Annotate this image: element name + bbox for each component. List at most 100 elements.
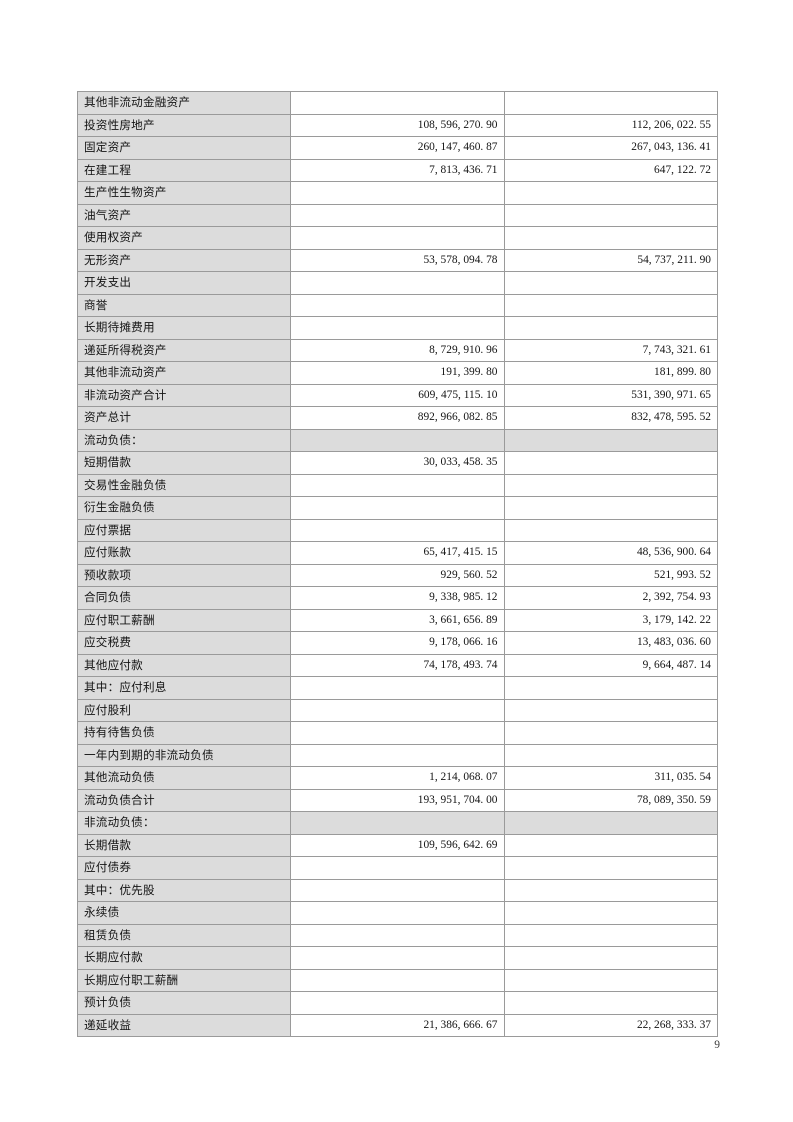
row-label-cell: 应付账款	[77, 541, 291, 565]
row-value-prior-period	[503, 271, 718, 295]
row-label-cell: 应交税费	[77, 631, 291, 655]
row-label-cell: 递延收益	[77, 1013, 291, 1037]
table-row: 其他非流动金融资产	[77, 91, 718, 115]
table-row: 长期应付款	[77, 946, 718, 970]
row-value-current-period: 9, 338, 985. 12	[290, 586, 505, 610]
row-value-current-period	[290, 743, 505, 767]
row-value-prior-period	[503, 293, 718, 317]
row-label-cell: 其他应付款	[77, 653, 291, 677]
row-label-cell: 应付股利	[77, 698, 291, 722]
row-value-prior-period: 2, 392, 754. 93	[503, 586, 718, 610]
table-row: 应付债券	[77, 856, 718, 880]
row-value-current-period	[290, 721, 505, 745]
balance-sheet-table: 其他非流动金融资产 投资性房地产 108, 596, 270. 90 112, 20…	[77, 91, 718, 1037]
table-row: 递延收益 21, 386, 666. 67 22, 268, 333. 37	[77, 1013, 718, 1037]
row-value-current-period	[290, 676, 505, 700]
row-label-cell: 租赁负债	[77, 923, 291, 947]
row-label-cell: 长期借款	[77, 833, 291, 857]
row-value-current-period: 609, 475, 115. 10	[290, 383, 505, 407]
row-label-cell: 预收款项	[77, 563, 291, 587]
row-value-prior-period	[503, 811, 718, 835]
row-label-cell: 长期应付款	[77, 946, 291, 970]
row-label-cell: 其他非流动资产	[77, 361, 291, 385]
row-value-prior-period	[503, 676, 718, 700]
row-value-current-period: 53, 578, 094. 78	[290, 248, 505, 272]
table-row: 流动负债：	[77, 428, 718, 452]
row-value-current-period: 21, 386, 666. 67	[290, 1013, 505, 1037]
row-value-current-period	[290, 428, 505, 452]
row-value-prior-period	[503, 968, 718, 992]
table-row: 应交税费 9, 178, 066. 16 13, 483, 036. 60	[77, 631, 718, 655]
row-value-prior-period	[503, 991, 718, 1015]
table-row: 流动负债合计 193, 951, 704. 00 78, 089, 350. 59	[77, 788, 718, 812]
row-value-current-period: 8, 729, 910. 96	[290, 338, 505, 362]
row-value-prior-period: 9, 664, 487. 14	[503, 653, 718, 677]
row-value-current-period: 1, 214, 068. 07	[290, 766, 505, 790]
row-label-cell: 长期待摊费用	[77, 316, 291, 340]
row-value-current-period	[290, 473, 505, 497]
table-row: 其中：应付利息	[77, 676, 718, 700]
row-value-current-period	[290, 496, 505, 520]
table-row: 生产性生物资产	[77, 181, 718, 205]
table-row: 开发支出	[77, 271, 718, 295]
row-value-prior-period: 78, 089, 350. 59	[503, 788, 718, 812]
row-label-cell: 非流动资产合计	[77, 383, 291, 407]
row-label-cell: 合同负债	[77, 586, 291, 610]
row-value-prior-period: 112, 206, 022. 55	[503, 113, 718, 137]
row-label-cell: 持有待售负债	[77, 721, 291, 745]
table-row: 投资性房地产 108, 596, 270. 90 112, 206, 022. 55	[77, 113, 718, 137]
row-label-cell: 生产性生物资产	[77, 181, 291, 205]
table-row: 在建工程 7, 813, 436. 71 647, 122. 72	[77, 158, 718, 182]
row-value-current-period: 260, 147, 460. 87	[290, 136, 505, 160]
row-value-current-period	[290, 698, 505, 722]
table-row: 长期待摊费用	[77, 316, 718, 340]
row-value-prior-period: 311, 035. 54	[503, 766, 718, 790]
row-value-prior-period: 531, 390, 971. 65	[503, 383, 718, 407]
row-value-prior-period	[503, 203, 718, 227]
row-value-current-period	[290, 203, 505, 227]
row-value-current-period	[290, 811, 505, 835]
row-value-current-period	[290, 968, 505, 992]
row-value-prior-period	[503, 518, 718, 542]
row-value-prior-period: 7, 743, 321. 61	[503, 338, 718, 362]
row-value-prior-period: 48, 536, 900. 64	[503, 541, 718, 565]
row-value-current-period	[290, 856, 505, 880]
row-label-cell: 流动负债合计	[77, 788, 291, 812]
row-value-prior-period	[503, 833, 718, 857]
row-label-cell: 永续债	[77, 901, 291, 925]
table-row: 固定资产 260, 147, 460. 87 267, 043, 136. 41	[77, 136, 718, 160]
row-value-prior-period	[503, 451, 718, 475]
row-value-prior-period: 22, 268, 333. 37	[503, 1013, 718, 1037]
row-value-current-period	[290, 181, 505, 205]
table-row: 应付股利	[77, 698, 718, 722]
row-label-cell: 资产总计	[77, 406, 291, 430]
table-row: 一年内到期的非流动负债	[77, 743, 718, 767]
balance-sheet-table-wrapper: 其他非流动金融资产 投资性房地产 108, 596, 270. 90 112, 20…	[77, 91, 718, 1037]
table-row: 应付票据	[77, 518, 718, 542]
row-value-prior-period	[503, 923, 718, 947]
row-label-cell: 非流动负债：	[77, 811, 291, 835]
row-label-cell: 无形资产	[77, 248, 291, 272]
table-row: 非流动负债：	[77, 811, 718, 835]
row-label-cell: 长期应付职工薪酬	[77, 968, 291, 992]
table-row: 递延所得税资产 8, 729, 910. 96 7, 743, 321. 61	[77, 338, 718, 362]
table-row: 其中：优先股	[77, 878, 718, 902]
row-value-current-period: 74, 178, 493. 74	[290, 653, 505, 677]
row-value-current-period: 65, 417, 415. 15	[290, 541, 505, 565]
row-value-prior-period	[503, 226, 718, 250]
table-row: 预计负债	[77, 991, 718, 1015]
table-row: 使用权资产	[77, 226, 718, 250]
table-row: 应付职工薪酬 3, 661, 656. 89 3, 179, 142. 22	[77, 608, 718, 632]
row-label-cell: 其中：应付利息	[77, 676, 291, 700]
row-label-cell: 其他非流动金融资产	[77, 91, 291, 115]
row-label-cell: 应付职工薪酬	[77, 608, 291, 632]
row-value-prior-period	[503, 473, 718, 497]
table-row: 衍生金融负债	[77, 496, 718, 520]
row-value-current-period	[290, 271, 505, 295]
table-row: 永续债	[77, 901, 718, 925]
row-value-current-period: 7, 813, 436. 71	[290, 158, 505, 182]
table-row: 油气资产	[77, 203, 718, 227]
table-row: 应付账款 65, 417, 415. 15 48, 536, 900. 64	[77, 541, 718, 565]
balance-sheet-body: 其他非流动金融资产 投资性房地产 108, 596, 270. 90 112, 20…	[77, 91, 718, 1037]
row-label-cell: 在建工程	[77, 158, 291, 182]
